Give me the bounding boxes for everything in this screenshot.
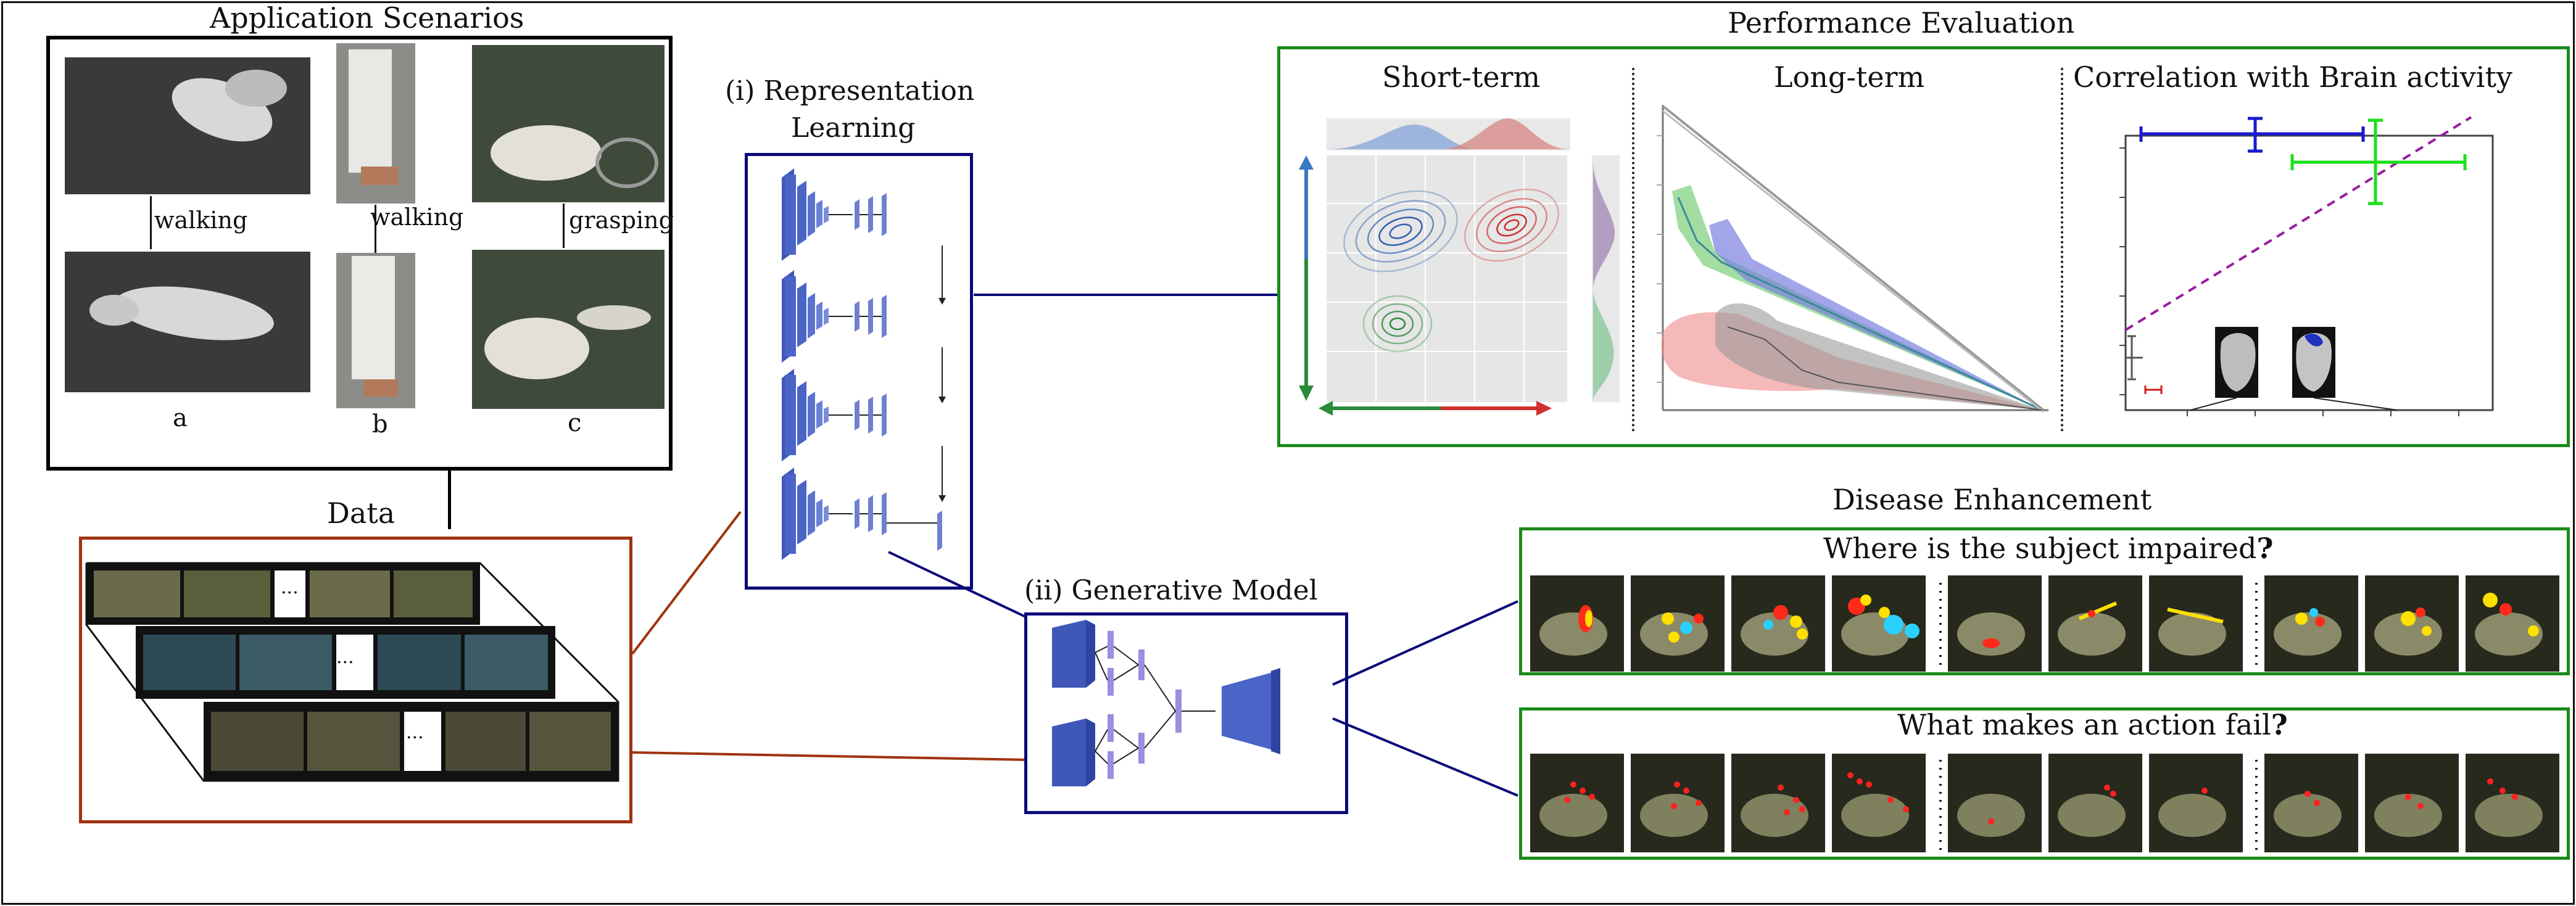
film-strip-1	[86, 563, 480, 625]
human-walking-photo-top	[336, 43, 415, 204]
human-walking-photo-bottom	[336, 253, 415, 408]
failure-dots-row	[1530, 754, 2559, 852]
data-title: Data	[327, 496, 396, 530]
film-ellipsis-3: ...	[406, 722, 424, 743]
rat-grasping-photo-top	[472, 45, 665, 202]
encoder-stack-diagram	[781, 168, 946, 561]
rat-walking-photo-top	[65, 57, 310, 194]
short-term-density-plot	[1299, 118, 1620, 416]
rat-grasping-photo-bottom	[472, 250, 665, 409]
disease-panel-fail	[1519, 707, 2570, 860]
question-where: Where is the subject impaired?	[1823, 532, 2273, 565]
question-fail-mark: ?	[2271, 708, 2288, 741]
disease-title: Disease Enhancement	[1833, 483, 2152, 516]
correlation-title: Correlation with Brain activity	[2073, 60, 2512, 94]
generative-model-diagram	[1052, 620, 1280, 786]
performance-panel	[1277, 46, 2570, 447]
impairment-heatmap-row	[1530, 575, 2559, 672]
generative-panel	[1024, 612, 1348, 814]
scenario-b-letter: b	[372, 410, 388, 439]
separator-2	[2061, 68, 2063, 432]
representation-panel	[745, 153, 973, 590]
correlation-plot	[2119, 116, 2494, 416]
film-strip-3	[204, 702, 618, 781]
scenarios-panel	[46, 36, 673, 471]
representation-title-2: Learning	[791, 112, 916, 144]
film-ellipsis-1: ...	[281, 577, 299, 598]
film-strip-2	[136, 626, 555, 699]
scenario-b-label: walking	[370, 204, 464, 231]
long-term-plot	[1657, 105, 2048, 413]
separator-1	[1632, 68, 1634, 432]
long-term-title: Long-term	[1774, 60, 1925, 94]
question-fail: What makes an action fail?	[1897, 708, 2288, 741]
scenario-a-label: walking	[154, 207, 248, 234]
question-where-mark: ?	[2256, 532, 2274, 565]
scenarios-title: Application Scenarios	[210, 1, 524, 35]
film-ellipsis-2: ...	[336, 646, 354, 668]
generative-title: (ii) Generative Model	[1024, 575, 1318, 606]
scenario-a-letter: a	[173, 404, 188, 432]
question-fail-text: What makes an action fail	[1897, 708, 2271, 741]
performance-title: Performance Evaluation	[1728, 6, 2075, 39]
question-where-text: Where is the subject impaired	[1823, 532, 2257, 565]
scenario-c-letter: c	[568, 409, 582, 437]
rat-walking-photo-bottom	[65, 252, 310, 392]
short-term-title: Short-term	[1382, 60, 1541, 94]
scenario-c-label: grasping	[569, 207, 674, 234]
data-panel	[79, 537, 632, 823]
disease-panel-where	[1519, 527, 2570, 675]
representation-title-1: (i) Representation	[725, 75, 975, 107]
